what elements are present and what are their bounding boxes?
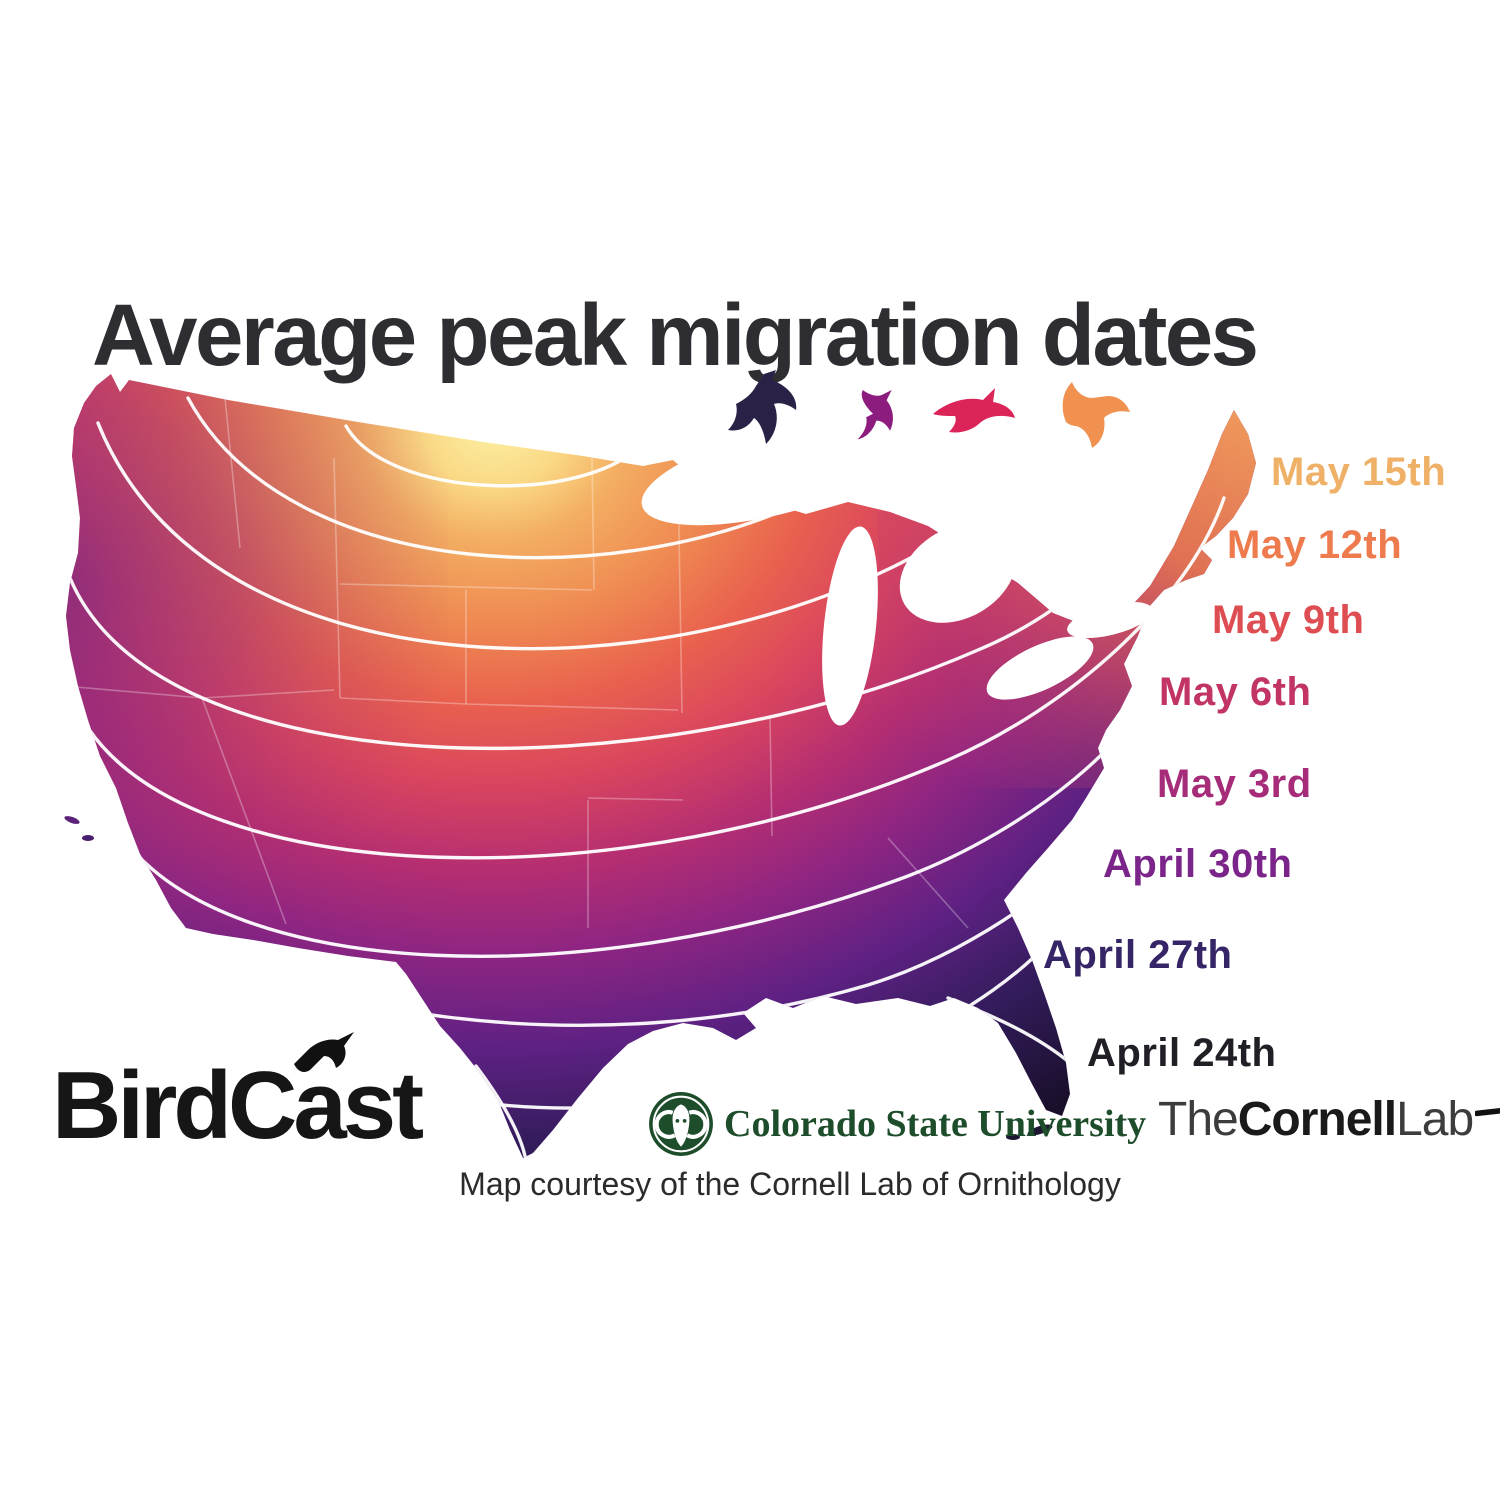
great-lakes [641,420,1153,726]
birdcast-logo-text: BirdCast [52,1052,424,1159]
bird-silhouette-icons [728,370,1130,448]
cornell-lab-logo: TheCornellLab [1158,1096,1500,1222]
legend-date-april-30: April 30th [1103,842,1293,886]
legend-date-may-3: May 3rd [1157,762,1312,806]
cornell-lab: Lab [1396,1093,1474,1146]
csu-logo: Colorado State University [648,1090,1146,1158]
islands [64,816,1053,1140]
csu-ram-seal-icon [649,1092,713,1156]
bird-icon-purple [857,390,893,440]
legend-date-may-9: May 9th [1212,598,1365,642]
legend-date-april-27: April 27th [1043,933,1233,977]
page-title: Average peak migration dates [92,287,1259,384]
legend-date-may-6: May 6th [1159,670,1312,714]
us-migration-map [64,370,1256,1158]
legend-date-april-24: April 24th [1087,1031,1277,1075]
legend-date-may-12: May 12th [1227,523,1403,567]
cornell-the: The [1158,1093,1239,1146]
bird-icon-crimson [933,388,1015,433]
cornell-lab-logo-text: TheCornellLab [1158,1093,1474,1146]
csu-logo-text: Colorado State University [724,1103,1147,1145]
legend-date-may-15: May 15th [1271,450,1447,494]
map-caption: Map courtesy of the Cornell Lab of Ornit… [459,1166,1121,1202]
birdcast-logo: BirdCast [52,1032,424,1159]
bird-icon-navy [728,370,797,444]
cornell-woodpecker-icon [1475,1107,1500,1117]
bird-icon-orange [1062,382,1130,448]
cornell-cornell: Cornell [1237,1093,1397,1146]
birdcast-bird-icon [294,1032,354,1072]
